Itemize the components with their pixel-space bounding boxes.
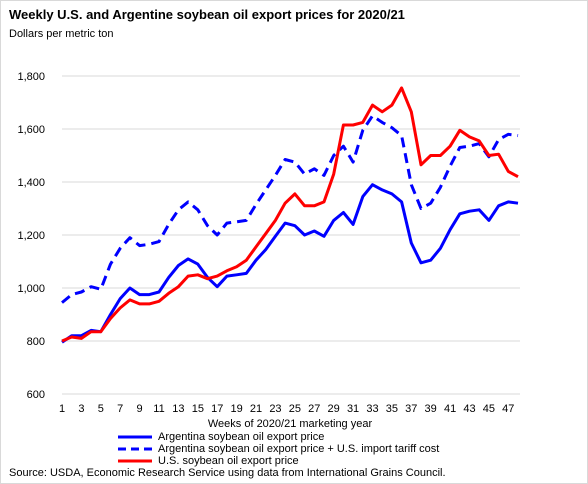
x-tick-label: 1: [59, 403, 65, 415]
x-tick-label: 23: [269, 403, 281, 415]
gridlines: [62, 75, 520, 395]
y-axis-ticks: 600 800 1,000 1,200 1,400 1,600 1,800: [17, 71, 45, 401]
x-tick-label: 9: [137, 403, 143, 415]
y-tick-label: 1,200: [17, 230, 45, 242]
x-tick-label: 31: [347, 403, 359, 415]
x-tick-label: 29: [328, 403, 340, 415]
x-tick-label: 7: [117, 403, 123, 415]
legend-swatch-dashed-blue: [118, 447, 152, 451]
series-line: [61, 114, 519, 304]
y-axis-unit-label: Dollars per metric ton: [9, 28, 114, 40]
x-tick-label: 43: [463, 403, 475, 415]
x-tick-label: 33: [366, 403, 378, 415]
x-tick-label: 15: [192, 403, 204, 415]
x-tick-label: 19: [231, 403, 243, 415]
y-tick-label: 800: [27, 336, 45, 348]
x-axis-ticks: 1 3 5 7 9 11 13 15 17 19 21 23 25 27 29 31 33 35 37 39 41 43 4…: [59, 403, 514, 415]
x-tick-label: 25: [289, 403, 301, 415]
x-tick-label: 21: [250, 403, 262, 415]
x-tick-label: 47: [502, 403, 514, 415]
series-line: [61, 183, 519, 344]
chart-title: Weekly U.S. and Argentine soybean oil ex…: [9, 7, 405, 22]
y-tick-label: 600: [27, 389, 45, 401]
x-tick-label: 13: [172, 403, 184, 415]
y-tick-label: 1,600: [17, 124, 45, 136]
y-tick-label: 1,400: [17, 177, 45, 189]
legend-label: Argentina soybean oil export price + U.S…: [158, 443, 440, 455]
x-tick-label: 35: [386, 403, 398, 415]
y-tick-label: 1,800: [17, 71, 45, 83]
legend-swatch-solid-red: [118, 459, 152, 463]
x-tick-label: 41: [444, 403, 456, 415]
source-note: Source: USDA, Economic Research Service …: [9, 467, 446, 479]
legend-label: Argentina soybean oil export price: [158, 431, 325, 443]
x-tick-label: 39: [425, 403, 437, 415]
x-tick-label: 3: [78, 403, 84, 415]
legend-label: U.S. soybean oil export price: [158, 455, 299, 467]
x-tick-label: 11: [153, 403, 164, 415]
x-tick-label: 17: [211, 403, 223, 415]
series-line: [61, 86, 519, 343]
x-axis-label: Weeks of 2020/21 marketing year: [208, 418, 373, 430]
x-tick-label: 27: [308, 403, 320, 415]
x-tick-label: 45: [483, 403, 495, 415]
x-tick-label: 37: [405, 403, 417, 415]
series-lines: [61, 86, 519, 344]
y-tick-label: 1,000: [17, 283, 45, 295]
x-tick-label: 5: [98, 403, 104, 415]
legend-swatch-solid-blue: [118, 435, 152, 439]
